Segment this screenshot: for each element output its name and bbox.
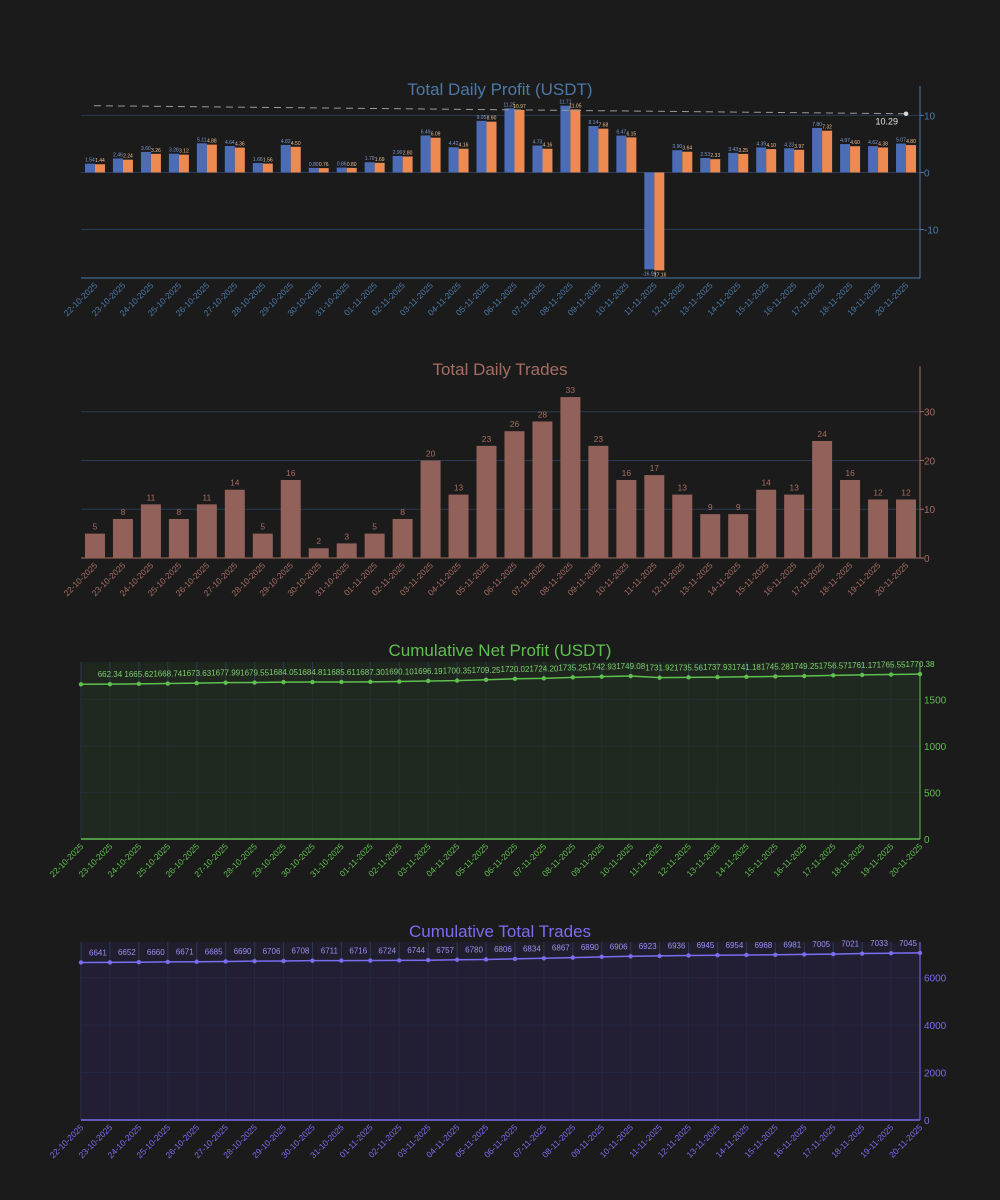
data-label: 7021 (841, 940, 859, 949)
data-point (571, 955, 575, 959)
data-point (426, 958, 430, 962)
data-label: 6711 (321, 947, 339, 956)
data-label: 6945 (697, 941, 715, 950)
data-point (657, 954, 661, 958)
data-label: 6757 (436, 946, 454, 955)
data-point (542, 956, 546, 960)
y-tick-label: 2000 (924, 1069, 947, 1080)
data-label: 6685 (205, 947, 223, 956)
data-point (281, 959, 285, 963)
data-point (108, 960, 112, 964)
data-point (195, 960, 199, 964)
data-point (339, 958, 343, 962)
data-point (79, 960, 83, 964)
data-label: 6671 (176, 948, 194, 957)
data-label: 6641 (89, 948, 107, 957)
data-label: 6890 (581, 943, 599, 952)
chart-title: Cumulative Total Trades (409, 922, 591, 941)
data-label: 6706 (263, 947, 281, 956)
data-label: 6716 (349, 947, 367, 956)
data-point (889, 951, 893, 955)
data-label: 6690 (234, 947, 252, 956)
y-tick-label: 4000 (924, 1021, 947, 1032)
data-label: 6867 (552, 944, 570, 953)
data-label: 7033 (870, 939, 888, 948)
y-tick-label: 6000 (924, 974, 947, 985)
data-point (484, 957, 488, 961)
area-fill (81, 953, 920, 1120)
data-point (368, 958, 372, 962)
data-label: 7005 (812, 940, 830, 949)
data-label: 6954 (726, 941, 744, 950)
data-point (831, 952, 835, 956)
data-point (715, 953, 719, 957)
data-point (223, 959, 227, 963)
data-point (860, 951, 864, 955)
data-label: 6806 (494, 945, 512, 954)
data-point (802, 952, 806, 956)
data-label: 7045 (899, 939, 917, 948)
data-point (628, 954, 632, 958)
data-label: 6744 (407, 946, 425, 955)
data-point (744, 953, 748, 957)
data-point (137, 960, 141, 964)
data-label: 6780 (465, 945, 483, 954)
data-point (252, 959, 256, 963)
data-label: 6724 (378, 946, 396, 955)
data-label: 6936 (668, 942, 686, 951)
data-point (686, 953, 690, 957)
data-label: 6981 (783, 940, 801, 949)
y-tick-label: 0 (924, 1116, 930, 1127)
data-point (455, 958, 459, 962)
data-point (513, 957, 517, 961)
data-point (166, 960, 170, 964)
data-label: 6834 (523, 944, 541, 953)
data-point (773, 953, 777, 957)
data-label: 6708 (292, 947, 310, 956)
data-label: 6906 (610, 942, 628, 951)
data-label: 6660 (147, 948, 165, 957)
data-point (600, 955, 604, 959)
data-point (397, 958, 401, 962)
data-label: 6923 (639, 942, 657, 951)
data-point (310, 958, 314, 962)
data-label: 6968 (754, 941, 772, 950)
data-label: 6652 (118, 948, 136, 957)
